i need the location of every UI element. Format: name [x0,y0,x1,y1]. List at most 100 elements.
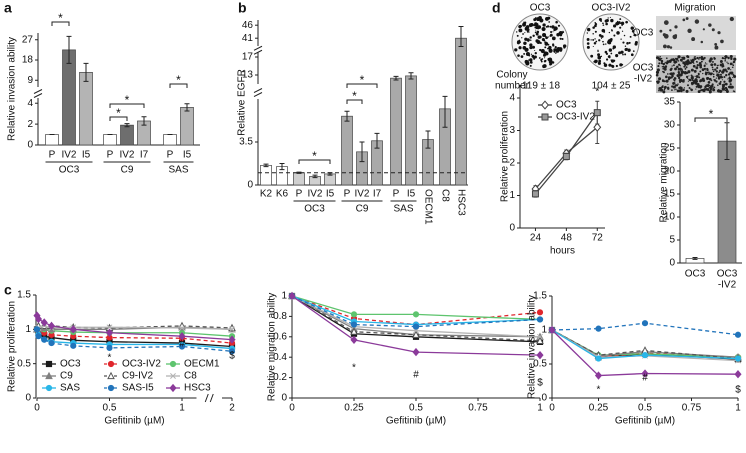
cell [658,89,660,92]
y-tick-label: 25 [664,143,676,154]
error-bar [458,26,464,47]
cell [669,68,673,72]
cell [725,90,729,94]
colony [516,34,519,37]
cell [662,90,666,94]
marker [531,190,539,198]
marker [350,327,358,335]
cell [697,73,700,76]
x-tick-label: 1 [179,403,185,414]
colony [538,57,541,59]
cell [687,28,692,33]
cell [693,62,695,64]
panel-label: d [492,0,501,16]
y-tick-label: 0 [669,258,675,269]
colony [612,45,617,49]
significance-bracket [298,159,331,164]
cell [721,79,723,81]
series-line [291,295,541,328]
cell [699,65,702,67]
series-line [291,295,541,338]
cell [715,77,718,79]
y-tick-label: 0 [281,393,287,404]
cell [669,77,672,79]
cell [729,55,733,59]
series-line [291,295,541,342]
cell [666,73,669,75]
significance-bracket [694,117,728,122]
colony [586,45,590,49]
colony [587,29,589,32]
significance-bracket [109,103,145,108]
colony [615,64,618,68]
cell [656,80,660,84]
cell [679,58,683,62]
x-tick-label: 48 [561,233,573,244]
colony [592,26,595,29]
significance-label: * [709,107,714,121]
cell [667,61,669,64]
colony [618,51,622,55]
y-axis-label: Relative migration ability [267,293,278,401]
colony [623,34,626,37]
cell [685,17,689,20]
axis-break [33,89,43,98]
error-bar [425,130,431,149]
bar [260,164,272,186]
x-tick-label: I7 [140,150,149,161]
cell [695,60,698,63]
cell [671,65,673,67]
cell [683,65,686,68]
legend-label: OC3 [556,100,577,111]
image-title: Migration [674,3,715,14]
colony [602,40,604,43]
colony [534,31,537,34]
error-bar [124,123,130,128]
colony [542,53,546,57]
x-tick-label: 0.75 [682,403,702,414]
y-tick-label: 17 [242,52,254,63]
colony [600,20,603,22]
cell [700,60,703,63]
plate-title: OC3-IV2 [592,3,631,14]
colony [525,51,530,57]
colony [552,31,554,33]
cell [699,70,702,73]
cell [687,77,689,79]
colony [527,39,530,42]
image-row-label: OC3 [633,63,654,74]
cell [682,80,685,83]
y-tick-label: 10 [664,212,676,223]
cell [704,62,707,64]
cell [690,76,694,80]
cell [687,55,689,58]
colony [620,38,622,40]
cell [682,18,686,22]
cell [719,80,722,83]
colony [622,53,624,56]
cell [681,68,683,70]
cell [700,56,703,59]
colony [630,26,634,30]
cell [730,57,733,61]
group-label: C9 [356,204,369,215]
y-tick-label: 0 [25,393,31,404]
cell [730,69,732,71]
colony [592,38,595,41]
cell [671,89,673,91]
colony [544,46,547,49]
colony [613,34,616,37]
cell [696,85,698,87]
x-tick-label: IV2 [61,150,76,161]
cell [713,63,717,66]
legend-label: OC3 [60,359,81,370]
cell [714,45,719,50]
cell [703,88,706,91]
colony [597,49,599,51]
y-tick-label: 0.4 [273,352,287,363]
marker [33,326,41,333]
colony [557,24,561,27]
cell [676,84,679,87]
y-tick-label: 0 [247,180,253,191]
cell [704,71,708,75]
